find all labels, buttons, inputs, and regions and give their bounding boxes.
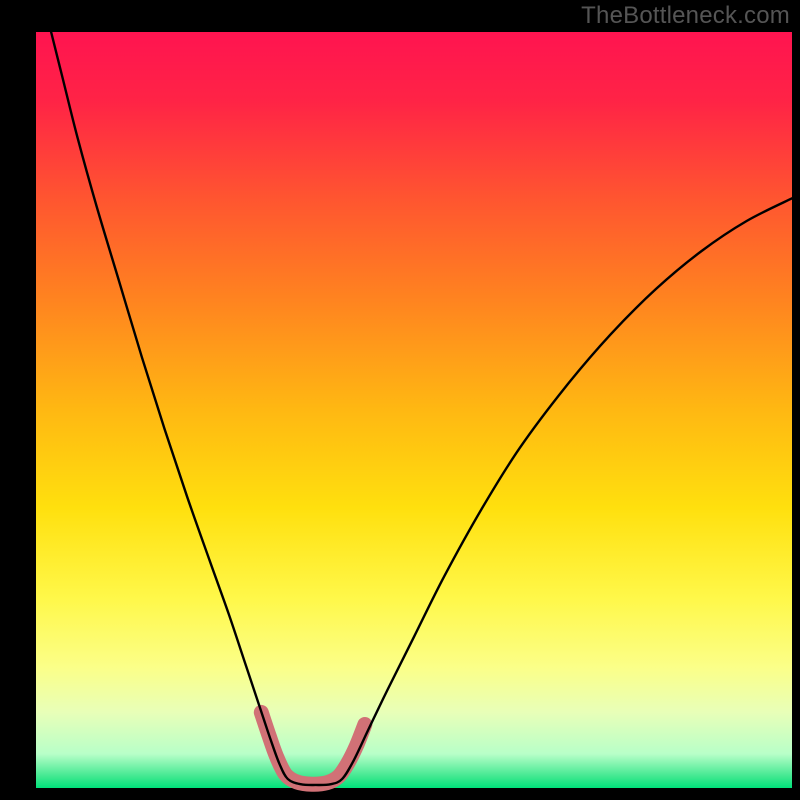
bottleneck-chart <box>0 0 800 800</box>
watermark-text: TheBottleneck.com <box>581 2 790 30</box>
plot-background <box>36 32 792 788</box>
chart-stage: TheBottleneck.com <box>0 0 800 800</box>
